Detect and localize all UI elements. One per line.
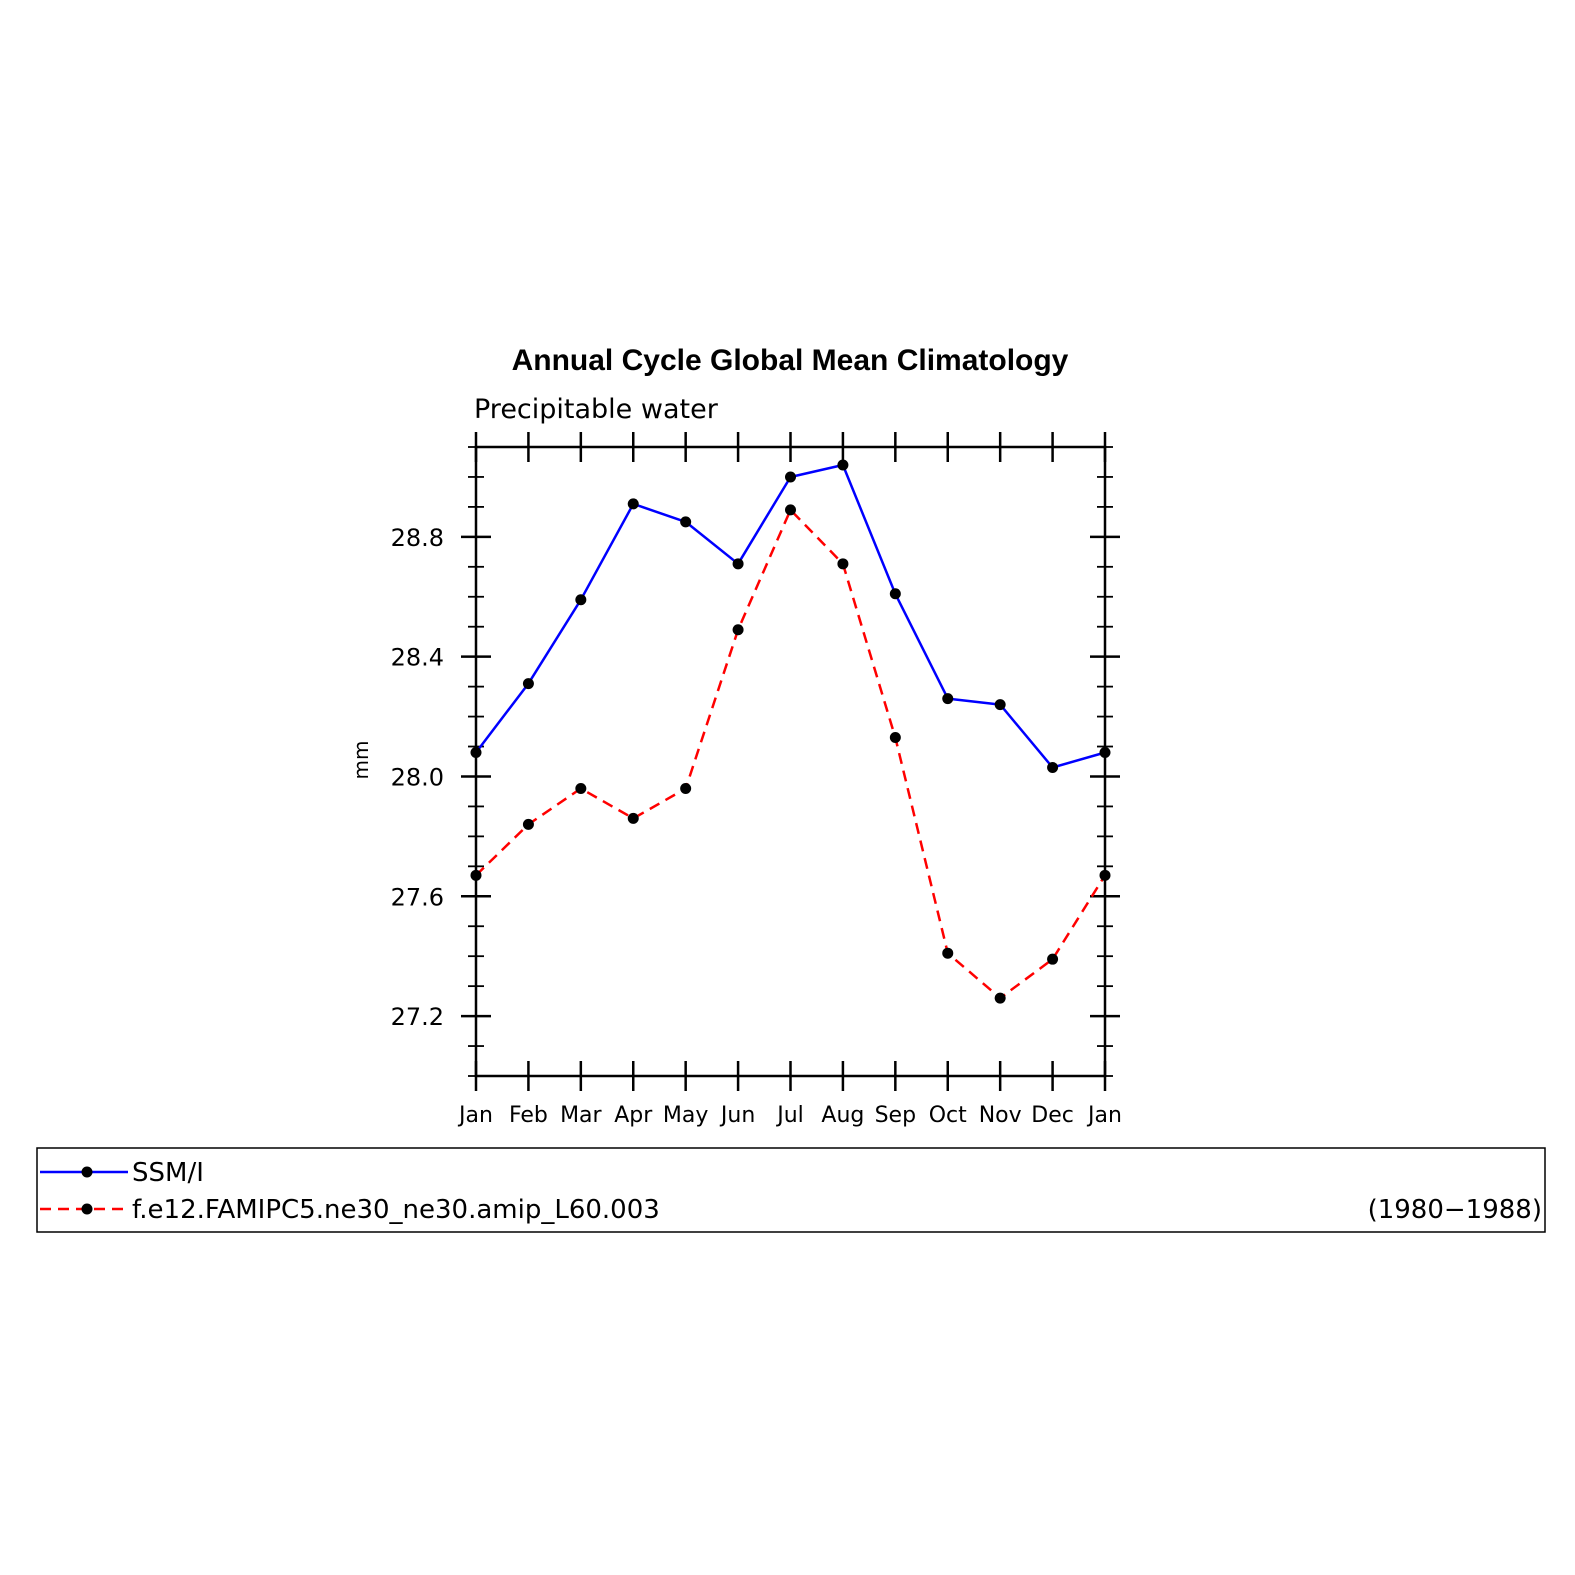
legend-marker-model — [81, 1203, 93, 1215]
legend-label-model: f.e12.FAMIPC5.ne30_ne30.amip_L60.003 — [132, 1195, 660, 1225]
series-1-point — [680, 782, 692, 794]
x-tick-label: Dec — [1031, 1103, 1074, 1128]
series-1-point — [889, 732, 901, 744]
series-0-point — [837, 459, 849, 471]
series-layer — [470, 459, 1111, 1004]
y-tick-label: 28.0 — [391, 763, 444, 791]
legend-marker-ssmi — [81, 1166, 93, 1178]
x-ticks: Jan Feb Mar Apr May Jun Jul Aug Sep Oct Nov Dec Jan — [457, 432, 1122, 1128]
chart-title: Annual Cycle Global Mean Climatology — [512, 344, 1069, 377]
x-tick-label: Nov — [979, 1103, 1022, 1128]
legend: SSM/I f.e12.FAMIPC5.ne30_ne30.amip_L60.0… — [36, 1147, 1546, 1233]
series-0-point — [785, 471, 796, 483]
series-0-point — [575, 594, 587, 606]
x-tick-label: Mar — [560, 1103, 602, 1128]
series-1-point — [1099, 869, 1111, 881]
series-1-point — [522, 818, 534, 830]
x-tick-label: Jan — [457, 1103, 493, 1128]
series-1-point — [785, 504, 796, 516]
series-0-point — [680, 516, 692, 528]
x-tick-label: Jan — [1086, 1103, 1122, 1128]
y-tick-label: 28.8 — [391, 524, 444, 552]
x-tick-label: Aug — [821, 1103, 864, 1128]
series-1-point — [942, 947, 954, 959]
legend-box — [36, 1147, 1546, 1233]
y-axis-label: mm — [349, 741, 373, 780]
series-0-point — [470, 747, 482, 759]
plot-frame — [474, 445, 1107, 1078]
x-tick-label: Oct — [929, 1103, 967, 1128]
x-tick-label: Feb — [509, 1103, 548, 1128]
y-tick-label: 27.6 — [391, 883, 444, 911]
legend-label-ssmi: SSM/I — [132, 1158, 204, 1188]
x-tick-label: Jul — [775, 1103, 804, 1128]
series-1-point — [627, 812, 639, 824]
series-0-point — [1047, 761, 1059, 773]
series-0-point — [889, 588, 901, 600]
y-ticks: 27.2 27.6 28.0 28.4 28.8 — [391, 446, 1120, 1077]
series-1-point — [1047, 953, 1059, 965]
series-0-point — [1099, 747, 1111, 759]
series-0-point — [627, 498, 639, 510]
y-tick-label: 28.4 — [391, 644, 444, 672]
x-tick-label: Jun — [719, 1103, 755, 1128]
x-tick-label: Sep — [875, 1103, 916, 1128]
x-tick-label: Apr — [614, 1103, 653, 1128]
series-1-point — [470, 869, 482, 881]
series-1-point — [732, 624, 744, 636]
series-line-1 — [475, 508, 1107, 1000]
series-0-point — [732, 558, 744, 570]
series-0-point — [522, 678, 534, 690]
series-1-point — [575, 782, 587, 794]
x-tick-label: May — [663, 1103, 708, 1128]
chart-subtitle: Precipitable water — [474, 394, 719, 425]
series-1-point — [837, 558, 849, 570]
series-1-point — [994, 992, 1006, 1004]
y-tick-label: 27.2 — [391, 1003, 444, 1031]
series-0-point — [994, 699, 1006, 711]
series-0-point — [942, 693, 954, 705]
legend-date-range: (1980−1988) — [1368, 1195, 1542, 1225]
